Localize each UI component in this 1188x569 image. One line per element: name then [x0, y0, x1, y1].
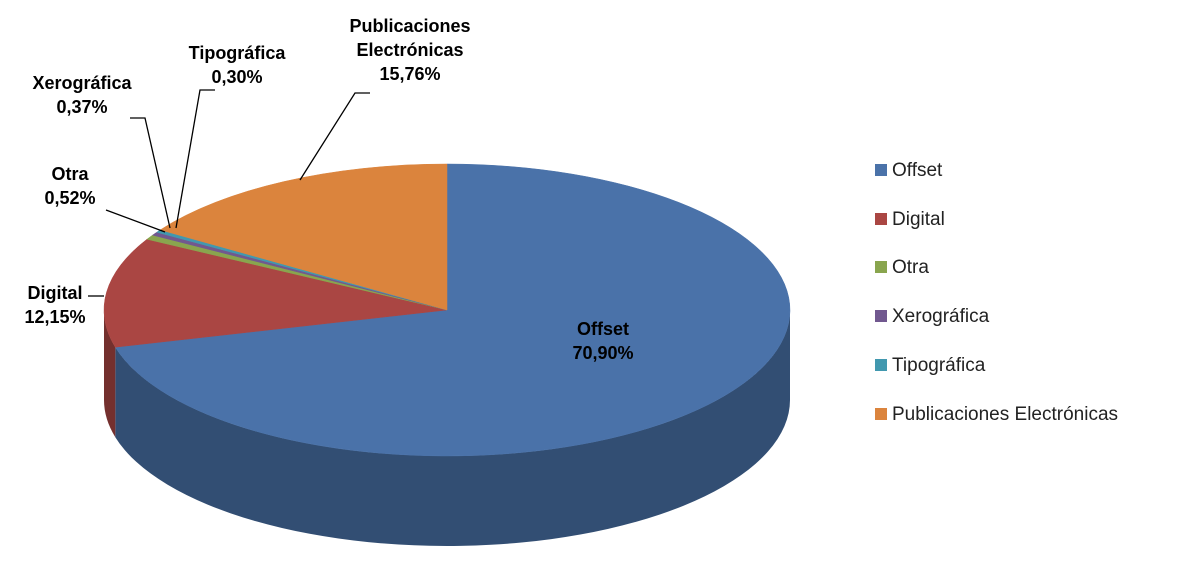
legend-label: Xerográfica	[892, 306, 990, 328]
data-label-value: 15,76%	[379, 64, 441, 84]
legend-swatch	[875, 212, 887, 225]
leader-line	[130, 117, 171, 229]
data-label: Offset 70,90%	[572, 317, 633, 365]
legend-label: Tipográfica	[892, 354, 986, 376]
data-label-value: 12,15%	[24, 307, 86, 327]
legend-label: Publicaciones Electrónicas	[892, 403, 1119, 425]
legend-label: Otra	[892, 257, 929, 279]
legend-entry: Digital	[875, 209, 945, 231]
legend-entry: Xerográfica	[875, 306, 989, 328]
data-label-value: 0,37%	[56, 97, 108, 117]
legend-entry: Publicaciones Electrónicas	[875, 404, 1118, 426]
data-label: Tipográfica 0,30%	[189, 41, 286, 89]
data-label-category: Xerográfica	[32, 73, 132, 93]
pie-slice	[103, 238, 448, 348]
data-label-category: Offset	[576, 319, 629, 339]
data-label-value: 0,52%	[44, 188, 96, 208]
data-label: Publicaciones Electrónicas 15,76%	[335, 14, 485, 86]
data-label: Otra 0,52%	[44, 162, 95, 210]
data-label: Xerográfica 0,37%	[32, 71, 131, 119]
data-label-category: Otra	[51, 164, 89, 184]
legend-swatch	[875, 164, 887, 176]
legend-label: Digital	[892, 208, 945, 230]
leader-line	[105, 209, 166, 233]
legend-entry: Otra	[875, 257, 929, 279]
leader-line	[175, 89, 215, 229]
legend-entry: Tipográfica	[875, 355, 985, 377]
pie-slice-side	[115, 310, 791, 547]
pie-slice	[114, 163, 791, 457]
pie-slice	[159, 163, 448, 311]
data-label-category: Publicaciones Electrónicas	[349, 16, 471, 60]
legend-entry: Offset	[875, 160, 942, 182]
legend-swatch	[875, 407, 887, 420]
data-label-value: 0,30%	[211, 67, 263, 87]
legend-label: Offset	[892, 160, 943, 181]
legend-swatch	[875, 261, 887, 274]
data-label-category: Digital	[27, 283, 83, 303]
data-label-value: 70,90%	[572, 343, 634, 363]
leader-line	[299, 92, 370, 181]
data-label: Digital 12,15%	[24, 281, 85, 329]
legend-swatch	[875, 310, 887, 323]
data-label-category: Tipográfica	[188, 43, 286, 63]
legend-swatch	[875, 358, 887, 371]
pie-slice-side	[104, 310, 116, 438]
